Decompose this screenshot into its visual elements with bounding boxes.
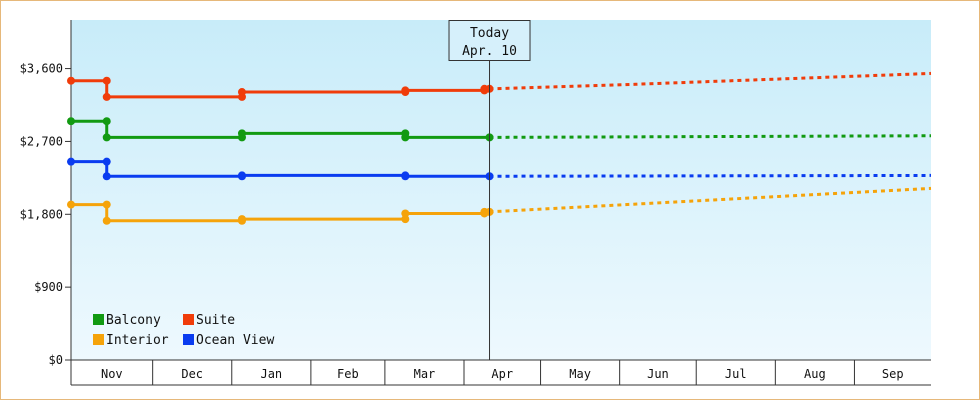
series-forecast-line (489, 173, 932, 178)
x-tick-label: Dec (181, 367, 203, 381)
x-tick-label: May (569, 367, 591, 381)
legend-label: Ocean View (196, 333, 274, 348)
data-point[interactable] (102, 92, 111, 101)
data-point[interactable] (67, 76, 75, 85)
today-label: Today (470, 26, 509, 41)
data-point[interactable] (67, 157, 75, 166)
x-tick-label: Mar (414, 367, 436, 381)
data-point[interactable] (401, 172, 410, 181)
today-marker: Today Apr. 10 (448, 20, 531, 360)
data-point[interactable] (401, 215, 410, 224)
legend-swatch (93, 334, 104, 345)
legend-swatch (183, 314, 194, 325)
x-tick-label: Jul (725, 367, 747, 381)
data-point[interactable] (102, 117, 111, 126)
y-axis: $0 $900 $1,800 $2,700 $3,600 (20, 20, 72, 385)
series-forecast-line (489, 134, 932, 139)
data-point[interactable] (102, 157, 111, 166)
today-box (448, 20, 531, 61)
x-tick-label: Sep (882, 367, 904, 381)
legend-swatch (183, 334, 194, 345)
x-tick-label: Jan (260, 367, 282, 381)
legend-label: Interior (106, 333, 169, 348)
series-forecast-line (489, 71, 932, 91)
y-tick-label: $0 (49, 353, 63, 367)
data-point[interactable] (67, 117, 75, 126)
legend-label: Suite (196, 313, 235, 328)
data-point[interactable] (237, 88, 246, 97)
data-point[interactable] (237, 129, 246, 138)
x-tick-label: Jun (647, 367, 669, 381)
x-tick-label: Feb (337, 367, 359, 381)
series-lines (67, 71, 932, 225)
data-point[interactable] (67, 200, 75, 209)
data-point[interactable] (237, 215, 246, 224)
x-tick-label: Aug (804, 367, 826, 381)
y-tick-label: $3,600 (20, 62, 63, 76)
today-date-label: Apr. 10 (462, 44, 517, 59)
series-suite (67, 71, 932, 101)
y-tick-label: $900 (34, 280, 63, 294)
series-ocean-view (67, 157, 932, 181)
data-point[interactable] (237, 171, 246, 180)
data-point[interactable] (401, 86, 410, 95)
plot-background (71, 20, 931, 360)
data-point[interactable] (401, 133, 410, 142)
data-point[interactable] (102, 216, 111, 225)
data-point[interactable] (102, 76, 111, 85)
x-tick-label: Nov (101, 367, 123, 381)
data-point[interactable] (401, 209, 410, 218)
x-tick-label: Apr (491, 367, 513, 381)
data-point[interactable] (102, 133, 111, 142)
legend-swatch (93, 314, 104, 325)
y-tick-label: $1,800 (20, 207, 63, 221)
series-interior (67, 186, 932, 225)
series-balcony (67, 117, 932, 142)
data-point[interactable] (102, 200, 111, 209)
x-axis: Nov Dec Jan Feb Mar Apr May Jun Jul Aug Sep (71, 359, 931, 386)
data-point[interactable] (102, 172, 111, 181)
legend-label: Balcony (106, 313, 161, 328)
y-tick-label: $2,700 (20, 134, 63, 148)
series-forecast-line (489, 186, 932, 214)
legend: Balcony Suite Interior Ocean View (93, 313, 274, 348)
